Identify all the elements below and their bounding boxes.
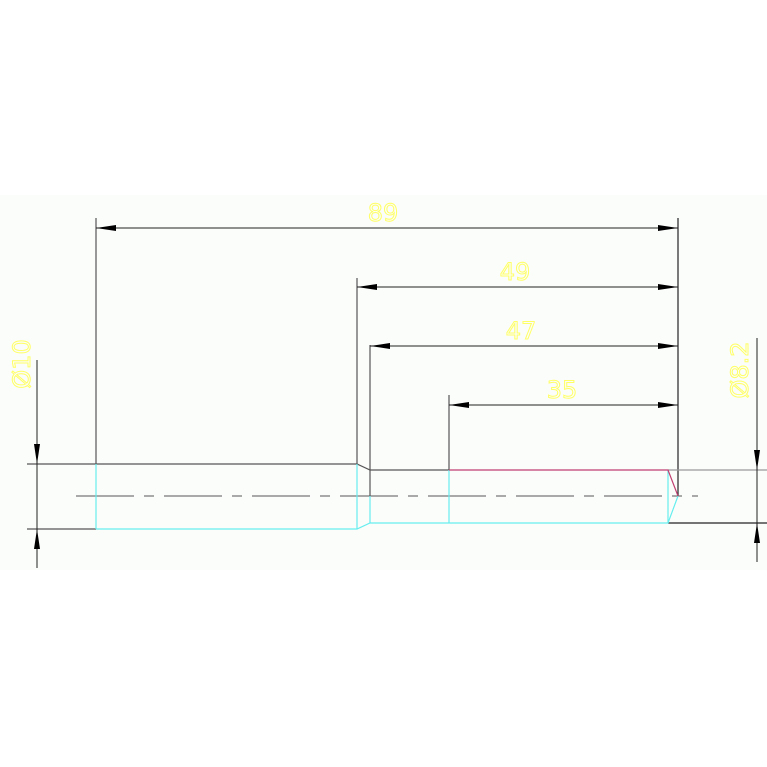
dimension-label-49: 49 xyxy=(500,258,531,286)
dimension-label-dia-8-2: Ø8.2 xyxy=(726,341,754,398)
hidden-edges xyxy=(95,464,679,530)
dimension-label-89: 89 xyxy=(368,199,399,227)
part-outline xyxy=(27,218,767,530)
background-band xyxy=(0,195,767,570)
highlight-edge xyxy=(449,469,679,497)
dimension-label-35: 35 xyxy=(547,376,578,404)
dimension-label-dia-10: Ø10 xyxy=(8,339,36,388)
dimension-label-47: 47 xyxy=(506,317,537,345)
